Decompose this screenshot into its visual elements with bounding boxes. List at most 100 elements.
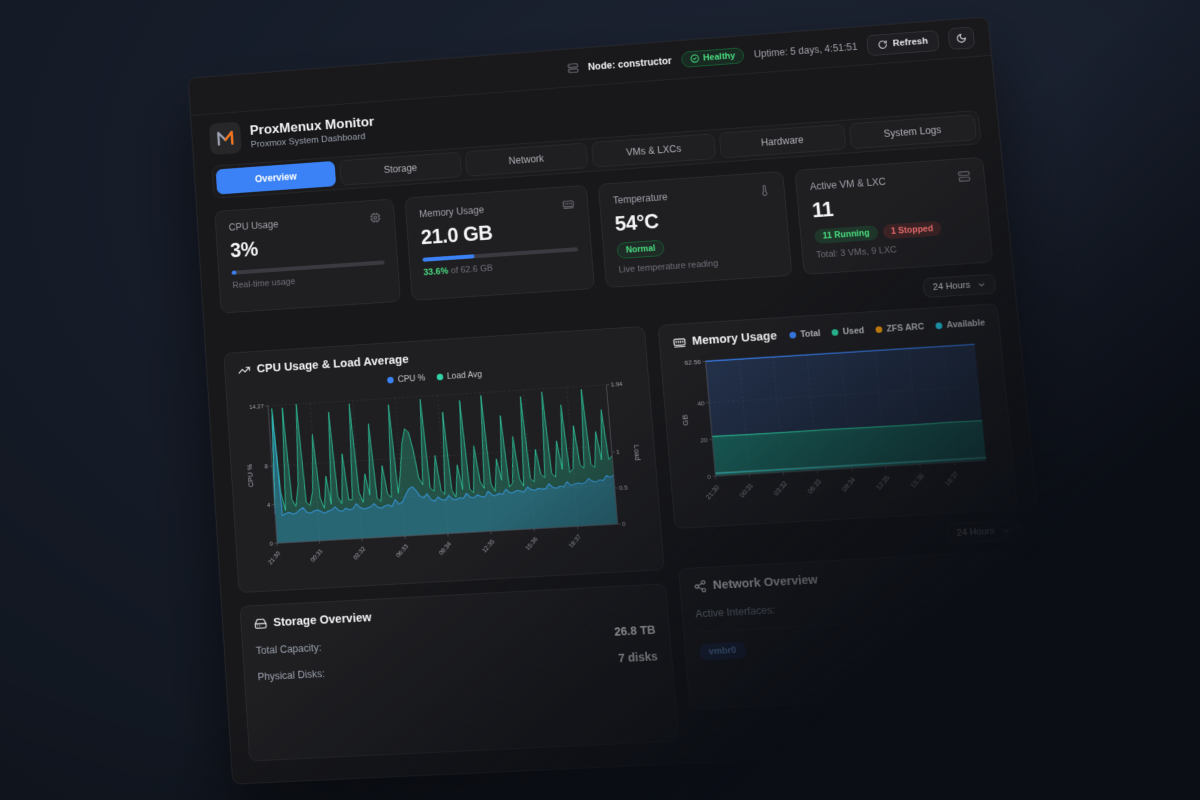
chevron-down-icon (977, 280, 987, 290)
svg-text:15:36: 15:36 (525, 537, 540, 553)
check-circle-icon (690, 54, 700, 63)
svg-text:18:37: 18:37 (943, 470, 960, 488)
svg-text:0: 0 (269, 541, 273, 547)
svg-text:12:35: 12:35 (482, 539, 497, 555)
network-icon (693, 580, 707, 594)
vm-count-value: 11 (811, 198, 835, 223)
cpu-chip-icon (369, 211, 382, 224)
tab-hardware[interactable]: Hardware (719, 123, 846, 159)
svg-text:4: 4 (267, 503, 272, 509)
memory-total-text: of 62.6 GB (450, 263, 494, 276)
tab-overview[interactable]: Overview (215, 160, 337, 195)
refresh-button[interactable]: Refresh (866, 29, 940, 56)
memory-stick-icon (672, 336, 686, 350)
cpu-load-chart-card: CPU Usage & Load Average CPU % Load Avg 2… (223, 325, 665, 593)
divider (697, 615, 1015, 633)
memory-usage-value: 21.0 GB (420, 221, 494, 250)
health-label: Healthy (702, 50, 736, 63)
svg-text:21:30: 21:30 (704, 484, 721, 502)
active-interfaces-value: 2 (1004, 590, 1013, 605)
time-range-select[interactable]: 24 Hours (922, 273, 997, 298)
svg-text:06:33: 06:33 (806, 478, 823, 496)
temperature-status-badge: Normal (616, 239, 665, 259)
tab-vms-lxcs[interactable]: VMs & LXCs (591, 133, 717, 168)
cpu-card-title: CPU Usage (228, 218, 279, 234)
svg-text:21:30: 21:30 (268, 551, 282, 566)
legend-dot-icon (831, 328, 839, 336)
network-time-range-value: 24 Hours (956, 526, 996, 539)
tab-system-logs[interactable]: System Logs (848, 114, 977, 150)
storage-overview-card: Storage Overview Total Capacity: 26.8 TB P… (239, 583, 679, 762)
tab-storage[interactable]: Storage (339, 151, 462, 186)
uptime-label: Uptime: 5 days, 4:51:51 (753, 40, 858, 60)
memory-stick-icon (562, 198, 575, 211)
server-icon (567, 62, 579, 74)
node-label: Node: constructor (587, 54, 673, 73)
memory-chart: 21:30 00:31 03:32 06:33 09:34 12:35 15:36 18:37… (680, 334, 1002, 502)
storage-row-value: 26.8 TB (613, 622, 656, 639)
tab-network[interactable]: Network (464, 142, 589, 177)
storage-title: Storage Overview (272, 611, 372, 630)
storage-row-label: Physical Disks: (257, 667, 326, 683)
interface-badge[interactable]: vmbr0 (698, 641, 747, 662)
network-title: Network Overview (712, 573, 819, 593)
svg-text:00:31: 00:31 (738, 482, 755, 500)
legend-item-zfs-arc: ZFS ARC (875, 322, 925, 335)
svg-text:09:34: 09:34 (840, 476, 857, 494)
theme-toggle-button[interactable] (947, 26, 976, 50)
svg-text:20: 20 (700, 437, 709, 445)
active-interfaces-label: Active Interfaces: (695, 604, 776, 621)
trending-up-icon (238, 363, 251, 377)
vm-card-title: Active VM & LXC (809, 175, 887, 193)
legend-item-cpu-: CPU % (387, 373, 426, 385)
vm-running-badge: 11 Running (813, 225, 879, 244)
svg-text:0: 0 (707, 473, 712, 481)
svg-text:18:37: 18:37 (568, 534, 583, 550)
cpu-footnote: Real-time usage (232, 276, 296, 291)
svg-text:03:32: 03:32 (772, 480, 789, 498)
memory-used-percent: 33.6% (423, 266, 449, 278)
vm-footnote: Total: 3 VMs, 9 LXC (815, 245, 898, 261)
svg-text:Load: Load (632, 445, 641, 462)
network-time-range-select[interactable]: 24 Hours (946, 520, 1022, 545)
memory-usage-card: Memory Usage 21.0 GB 33.6% of 62.6 GB (404, 184, 595, 301)
thermometer-icon (758, 184, 771, 197)
svg-text:09:34: 09:34 (438, 541, 453, 557)
storage-row-value: 7 disks (617, 649, 659, 665)
temperature-card: Temperature 54°C Normal Live temperature… (597, 170, 793, 288)
storage-row: Physical Disks: 7 disks (257, 649, 658, 682)
svg-text:40: 40 (697, 400, 706, 408)
legend-dot-icon (387, 376, 395, 384)
svg-text:GB: GB (680, 414, 690, 426)
cpu-load-chart: 21:30 00:31 03:32 06:33 09:34 12:35 15:36 18:37… (247, 382, 641, 567)
svg-text:00:31: 00:31 (310, 548, 324, 564)
active-vm-lxc-card: Active VM & LXC 11 11 Running 1 Stopped … (794, 156, 994, 275)
legend-dot-icon (436, 373, 444, 381)
svg-text:62.56: 62.56 (684, 359, 702, 367)
memory-chart-card: Memory Usage Total Used ZFS ARC Available 2… (657, 303, 1019, 530)
svg-text:06:33: 06:33 (396, 544, 411, 560)
server-stack-icon (957, 170, 971, 183)
svg-text:15:36: 15:36 (909, 472, 926, 490)
temperature-card-title: Temperature (612, 191, 668, 207)
svg-text:0: 0 (622, 522, 626, 529)
legend-dot-icon (789, 331, 797, 339)
refresh-icon (877, 39, 888, 49)
legend-item-used: Used (831, 326, 865, 338)
memory-chart-title: Memory Usage (691, 329, 778, 349)
hard-drive-icon (254, 617, 268, 631)
refresh-label: Refresh (892, 35, 929, 49)
health-badge: Healthy (680, 46, 745, 68)
svg-text:14.27: 14.27 (249, 404, 264, 411)
proxmenux-logo (208, 121, 242, 156)
legend-item-load-avg: Load Avg (436, 370, 482, 383)
svg-text:8: 8 (264, 464, 268, 470)
svg-text:CPU %: CPU % (247, 464, 256, 488)
cpu-usage-value: 3% (229, 238, 259, 263)
svg-text:03:32: 03:32 (353, 546, 368, 562)
svg-text:1.94: 1.94 (610, 382, 623, 389)
vm-stopped-badge: 1 Stopped (882, 220, 943, 240)
svg-text:1: 1 (616, 450, 620, 457)
svg-text:0.5: 0.5 (619, 485, 628, 492)
chevron-down-icon (1001, 526, 1011, 536)
